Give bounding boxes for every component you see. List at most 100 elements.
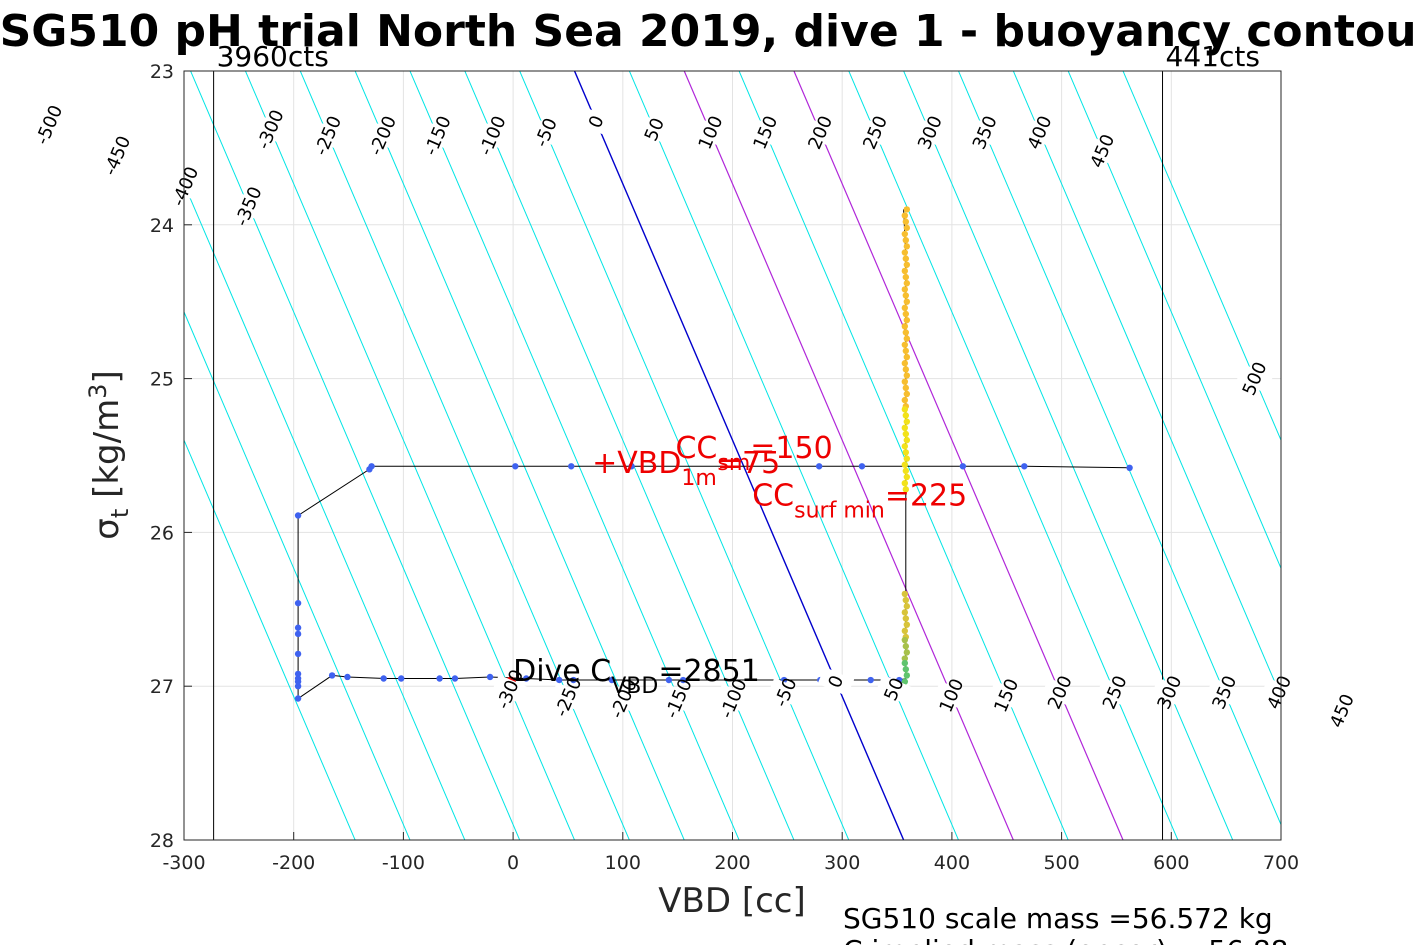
trace-point	[901, 609, 909, 616]
trace-point	[665, 676, 673, 684]
contour-label-bg	[767, 677, 804, 707]
y-axis-label-subscript: t	[106, 509, 134, 518]
contour-line	[738, 71, 1069, 840]
trace-point	[903, 335, 911, 342]
trace-point	[451, 675, 459, 682]
trace-point	[901, 396, 909, 404]
trace-point	[628, 463, 635, 470]
x-tick-label: 100	[605, 852, 641, 874]
trace-point	[328, 672, 336, 679]
trace-point	[901, 678, 909, 685]
trace-point	[486, 673, 494, 681]
contour-label-bg	[911, 117, 949, 148]
contour-label-bg	[549, 682, 587, 712]
x-axis-label: VBD [cc]	[658, 881, 806, 921]
annotation-subscript: VBD	[611, 674, 658, 699]
contour-line	[1122, 71, 1281, 442]
x-tick-label: -200	[272, 852, 315, 874]
trace-point	[294, 678, 302, 685]
contour-label-bg	[1236, 364, 1273, 394]
trace-point	[294, 599, 302, 607]
contour-label-bg	[166, 171, 204, 201]
trace-point	[901, 323, 909, 330]
contour-label-bg	[1084, 136, 1121, 166]
trace-point	[1021, 463, 1028, 470]
annotation: CCsurf min=225	[752, 478, 967, 523]
x-tick-label: 700	[1263, 852, 1299, 874]
trace-point	[901, 406, 909, 413]
trace-point	[903, 418, 911, 425]
y-axis-label-close: ]	[87, 370, 127, 383]
y-axis-label: σt [kg/m3]	[84, 370, 134, 539]
annotation: Dive CVBD=2851	[513, 654, 760, 699]
trace-point	[901, 212, 909, 219]
trace-point	[902, 236, 910, 244]
trace-point	[901, 627, 909, 635]
contour-line	[1012, 71, 1281, 698]
trace-point	[902, 615, 910, 622]
contour-label-bg	[692, 117, 729, 148]
trace-point	[902, 218, 910, 225]
x-tick-label: -300	[162, 852, 205, 874]
trace-point	[901, 249, 909, 256]
trace-point	[902, 643, 910, 650]
trace-point	[903, 621, 911, 628]
trace-point	[380, 675, 387, 682]
contour-label-bg	[605, 683, 642, 714]
x-tick-label: -100	[382, 852, 425, 874]
vbd-limit-lines: 3960cts 441cts	[213, 40, 1260, 840]
y-axis-ticks: 23 24 25 26 27 28	[150, 61, 192, 852]
contour-line	[190, 71, 521, 840]
trace-point	[902, 449, 910, 456]
trace-point	[901, 636, 909, 644]
trace-point	[902, 430, 910, 438]
annotation-text: CC	[752, 478, 794, 513]
trace-point	[903, 436, 911, 444]
annotation-subscript: 1m	[681, 466, 716, 491]
x-tick-label: 200	[714, 852, 750, 874]
annotation-value: =75	[717, 446, 780, 481]
trace-point	[903, 261, 911, 268]
trace-point	[902, 467, 910, 475]
annotation: CCsm=150	[675, 431, 832, 476]
contour-label-bg	[802, 117, 839, 148]
x-axis-ticks: -300 -200 -100 0 100 200 300 400 500 600 700	[162, 832, 1299, 874]
trace-point	[512, 463, 519, 470]
vbd-limit-label: 441cts	[1166, 40, 1260, 73]
footer-implied-mass: C implied mass (opcor) = 56.88	[843, 934, 1288, 945]
trace-point	[902, 412, 910, 419]
trace-point	[902, 273, 910, 281]
trace-point	[901, 590, 909, 598]
trace-point	[902, 486, 910, 493]
trace-point	[901, 655, 909, 662]
contour-line	[903, 71, 1234, 840]
trace-point	[903, 672, 911, 679]
trace-point	[901, 304, 909, 312]
trace-point	[901, 230, 909, 238]
trace-point	[902, 310, 910, 318]
contour-label-bg	[988, 680, 1025, 710]
trace-point	[903, 390, 911, 398]
trace-point	[902, 666, 910, 673]
contour-label-bg	[309, 121, 347, 151]
trace-point	[902, 329, 910, 336]
annotation-value: =2851	[658, 654, 759, 689]
contour-label-bg	[474, 121, 511, 151]
trace-point	[294, 512, 302, 519]
trace-point	[903, 603, 911, 610]
trace-point	[294, 670, 302, 678]
contour-label-bg	[660, 683, 697, 714]
annotation-value: =150	[750, 431, 832, 466]
trace-point	[901, 479, 909, 487]
contour-line	[184, 310, 411, 840]
trace-point	[903, 372, 911, 379]
trace-point	[903, 298, 911, 305]
trace-point	[366, 466, 373, 473]
trace-point	[901, 360, 909, 367]
contour-label-bg	[252, 114, 289, 145]
trace-point	[294, 683, 302, 690]
dive-trace	[294, 206, 1133, 702]
trace-point	[902, 255, 910, 262]
x-tick-label: 600	[1153, 852, 1189, 874]
